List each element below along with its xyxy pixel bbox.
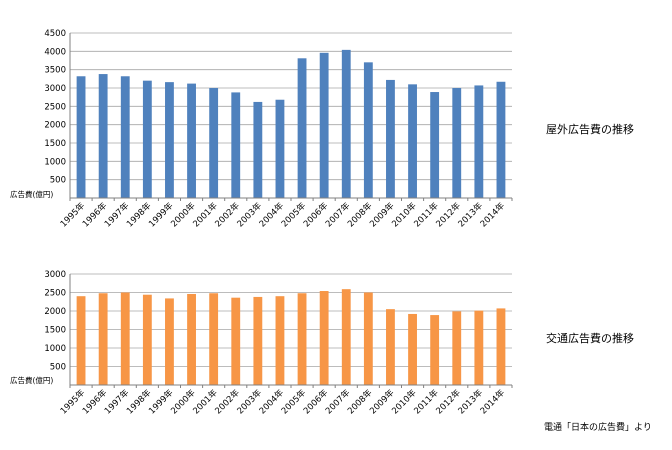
bar bbox=[408, 84, 417, 198]
y-tick-label: 3000 bbox=[44, 84, 66, 94]
source-note: 電通「日本の広告費」より bbox=[544, 423, 652, 433]
bar bbox=[231, 92, 241, 198]
bar bbox=[452, 88, 462, 198]
y-tick-label: 3500 bbox=[44, 66, 66, 76]
bar bbox=[319, 52, 329, 198]
bar bbox=[341, 289, 351, 385]
bar bbox=[165, 298, 174, 385]
y-axis-label: 広告費(億円) bbox=[10, 375, 53, 385]
bar bbox=[386, 309, 395, 385]
bar bbox=[363, 62, 373, 199]
bar bbox=[341, 49, 351, 198]
y-tick-label: 1000 bbox=[44, 157, 66, 167]
y-tick-label: 3000 bbox=[44, 270, 66, 280]
bar bbox=[253, 296, 263, 385]
bar bbox=[363, 292, 373, 385]
outdoor-ad-chart: 500100015002000250030003500400045001995年… bbox=[10, 29, 513, 229]
y-tick-label: 4000 bbox=[44, 47, 66, 57]
bar bbox=[120, 292, 130, 385]
bar bbox=[120, 76, 130, 198]
bar bbox=[297, 293, 307, 385]
bar bbox=[474, 85, 484, 198]
bar bbox=[430, 315, 440, 385]
y-tick-label: 1000 bbox=[44, 344, 66, 354]
x-tick-label: 2014年 bbox=[478, 200, 507, 229]
y-tick-label: 2500 bbox=[44, 289, 66, 299]
bar bbox=[253, 101, 263, 198]
y-tick-label: 2000 bbox=[44, 121, 66, 131]
y-tick-label: 2500 bbox=[44, 102, 66, 112]
bar bbox=[319, 291, 329, 385]
outdoor-chart-title: 屋外広告費の推移 bbox=[546, 123, 634, 136]
y-tick-label: 500 bbox=[50, 363, 66, 373]
y-tick-label: 4500 bbox=[44, 29, 66, 39]
y-tick-label: 1500 bbox=[44, 326, 66, 336]
bar bbox=[98, 293, 108, 385]
bar bbox=[297, 58, 307, 198]
bar bbox=[231, 297, 241, 385]
bar bbox=[275, 296, 285, 385]
bar bbox=[98, 74, 108, 198]
y-axis-label: 広告費(億円) bbox=[10, 189, 53, 199]
bar bbox=[430, 92, 440, 198]
bar bbox=[209, 293, 219, 385]
bar bbox=[209, 88, 219, 198]
bar bbox=[275, 99, 285, 198]
bar bbox=[187, 83, 196, 198]
bar bbox=[452, 311, 462, 385]
bar bbox=[496, 81, 506, 198]
transit-ad-chart: 500100015002000250030001995年1996年1997年19… bbox=[10, 270, 513, 416]
bar bbox=[165, 82, 174, 198]
x-tick-label: 2014年 bbox=[478, 387, 507, 416]
bar bbox=[408, 313, 417, 385]
bar bbox=[386, 79, 395, 198]
bar bbox=[76, 76, 86, 198]
bar bbox=[496, 308, 506, 385]
bar bbox=[76, 296, 86, 385]
bar bbox=[187, 293, 196, 385]
bar bbox=[142, 294, 152, 385]
bar bbox=[474, 310, 484, 385]
y-tick-label: 500 bbox=[50, 176, 66, 186]
transit-chart-title: 交通広告費の推移 bbox=[546, 332, 634, 345]
bar bbox=[142, 80, 152, 198]
y-tick-label: 2000 bbox=[44, 307, 66, 317]
y-tick-label: 1500 bbox=[44, 139, 66, 149]
